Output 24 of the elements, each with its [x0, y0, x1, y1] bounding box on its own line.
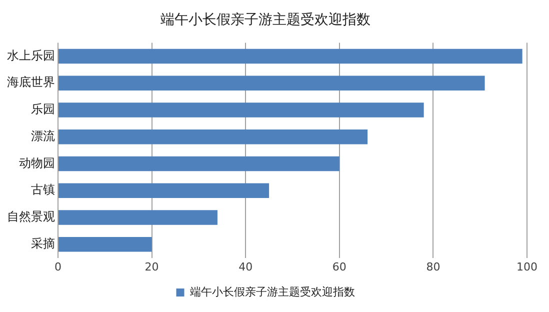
bar — [58, 183, 270, 198]
y-tick-label: 动物园 — [19, 156, 55, 170]
y-tick-label: 水上乐园 — [7, 48, 55, 62]
bar — [58, 156, 340, 172]
legend-label: 端午小长假亲子游主题受欢迎指数 — [190, 285, 355, 298]
x-tick-label: 0 — [54, 260, 62, 274]
bar — [58, 236, 152, 252]
bar — [58, 102, 424, 118]
bar — [58, 129, 368, 144]
y-tick-label: 漂流 — [31, 128, 55, 143]
x-tick-label: 80 — [426, 260, 440, 274]
bar — [58, 210, 218, 225]
y-tick-label: 乐园 — [31, 102, 55, 116]
y-tick-label: 海底世界 — [7, 75, 55, 90]
x-tick-label: 20 — [144, 260, 159, 274]
bar — [58, 48, 522, 64]
bar — [58, 76, 485, 91]
y-tick-label: 采摘 — [31, 236, 55, 250]
y-tick-label: 古镇 — [31, 182, 55, 197]
x-tick-label: 40 — [238, 260, 253, 274]
chart-title: 端午小长假亲子游主题受欢迎指数 — [160, 12, 370, 28]
x-tick-label: 60 — [332, 260, 346, 274]
y-tick-label: 自然景观 — [7, 210, 55, 224]
x-tick-label: 100 — [516, 260, 538, 274]
